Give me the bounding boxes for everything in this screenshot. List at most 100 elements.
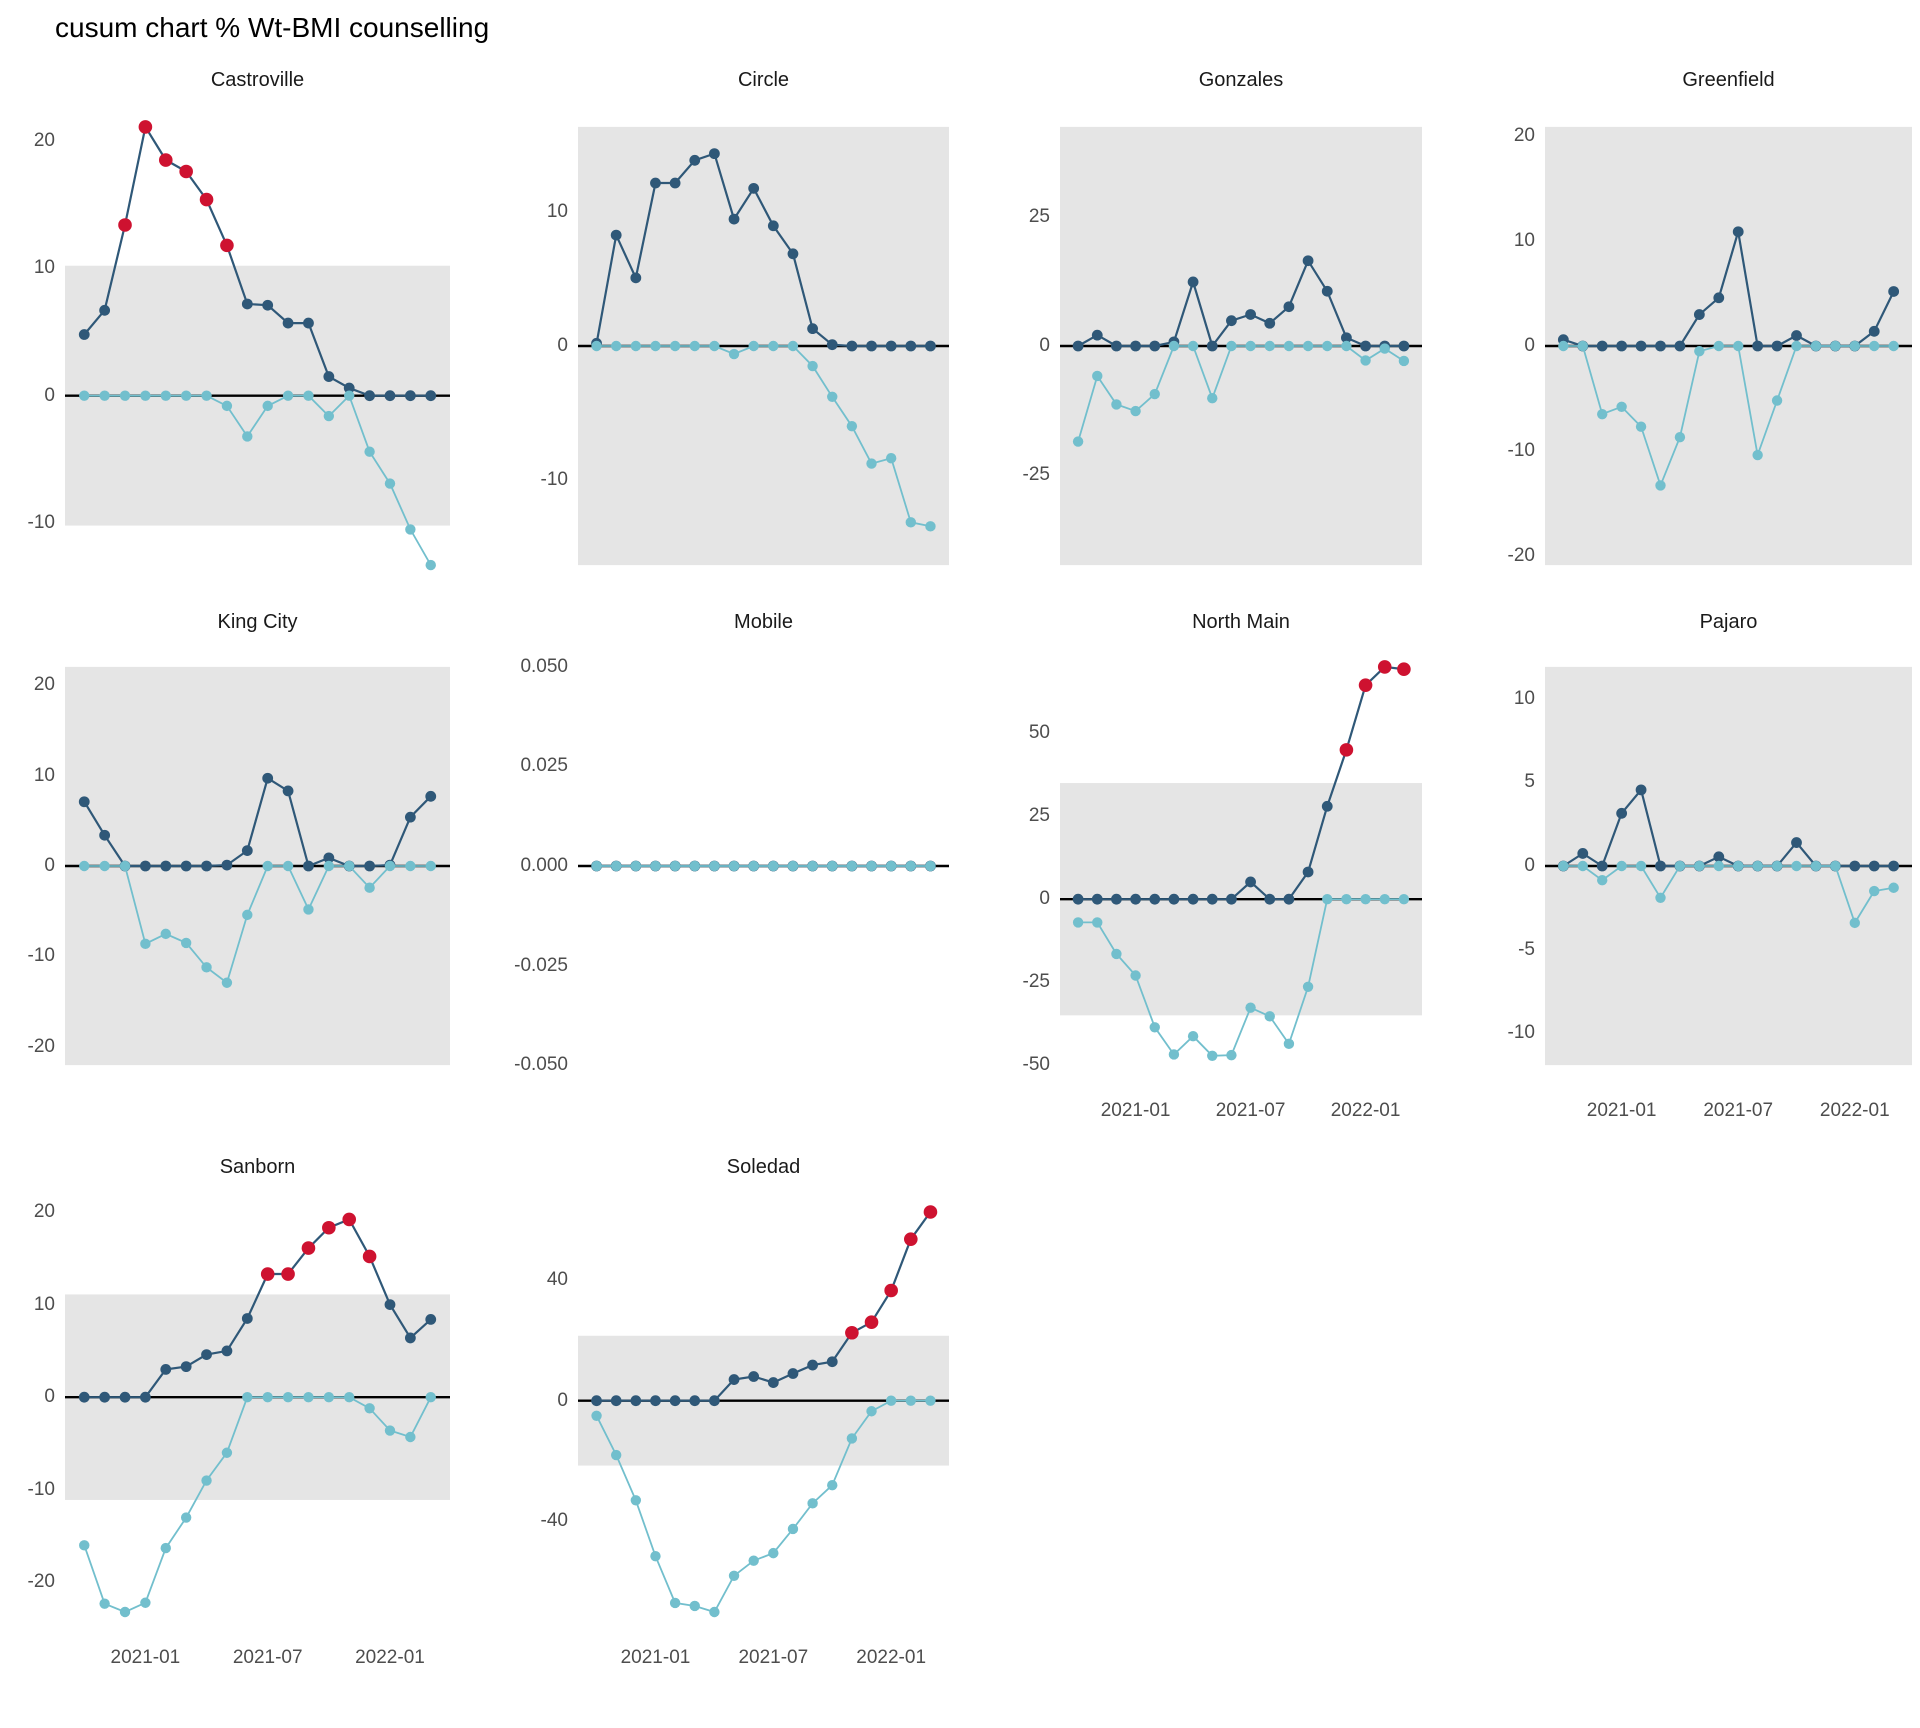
signal-point: [322, 1220, 336, 1235]
y-tick-label: -10: [1507, 439, 1535, 461]
lower-data-point: [425, 559, 436, 571]
facet-title: Greenfield: [1682, 69, 1775, 91]
lower-data-point: [1302, 981, 1314, 992]
y-tick-label: 0: [44, 855, 55, 876]
upper-data-point: [201, 860, 212, 872]
y-tick-label: 0: [1039, 888, 1050, 910]
upper-data-point: [221, 859, 233, 871]
lower-data-point: [1072, 917, 1084, 928]
x-tick-label: 2021-01: [1100, 1100, 1171, 1121]
upper-data-point: [1264, 317, 1276, 329]
lower-data-point: [180, 1512, 192, 1523]
signal-point: [923, 1205, 938, 1219]
y-tick-label: 0: [44, 1386, 55, 1408]
lower-data-point: [905, 1395, 917, 1406]
lower-data-point: [1791, 340, 1802, 352]
lower-data-point: [405, 860, 416, 872]
lower-data-point: [1111, 948, 1122, 960]
lower-data-point: [405, 1431, 416, 1443]
upper-data-point: [1655, 860, 1666, 872]
y-tick-label: 10: [546, 201, 568, 223]
lower-data-point: [323, 860, 335, 872]
lower-data-point: [1694, 860, 1705, 872]
upper-data-point: [180, 1361, 192, 1373]
x-tick-label: 2022-01: [1330, 1100, 1401, 1121]
y-tick-label: 0.050: [520, 655, 568, 677]
lower-data-point: [364, 882, 375, 893]
facet-title: Soledad: [726, 1156, 801, 1178]
lower-data-point: [1072, 436, 1084, 447]
lower-data-point: [630, 860, 642, 872]
upper-data-point: [78, 329, 90, 340]
lower-data-point: [1130, 970, 1141, 981]
upper-data-point: [404, 1332, 416, 1344]
lower-data-point: [925, 521, 936, 532]
signal-point: [864, 1315, 879, 1329]
signal-point: [845, 1325, 859, 1340]
lower-data-point: [1207, 1050, 1218, 1061]
plot-area: [65, 1212, 450, 1618]
lower-data-point: [1752, 860, 1763, 872]
lower-data-point: [425, 860, 436, 872]
upper-data-point: [404, 811, 416, 823]
lower-data-point: [807, 860, 818, 872]
upper-data-point: [1635, 340, 1647, 352]
signal-point: [281, 1267, 295, 1281]
lower-data-point: [201, 1475, 212, 1486]
y-tick-label: 10: [33, 1293, 55, 1315]
upper-data-point: [1245, 876, 1256, 888]
lower-data-point: [1322, 893, 1333, 905]
lower-data-point: [689, 1600, 700, 1612]
facet-title: North Main: [1192, 611, 1290, 633]
y-tick-label: 0: [1524, 855, 1535, 876]
signal-point: [260, 1267, 275, 1281]
upper-data-point: [905, 340, 917, 352]
lower-data-point: [242, 909, 253, 921]
upper-data-point: [241, 845, 253, 857]
lower-data-point: [140, 390, 151, 401]
upper-data-point: [1771, 340, 1783, 352]
upper-data-point: [767, 220, 779, 232]
plot-area: [1060, 660, 1422, 1061]
lower-data-point: [1849, 340, 1860, 352]
lower-data-point: [787, 340, 799, 352]
upper-data-point: [1341, 332, 1352, 344]
plot-area: [65, 666, 450, 1066]
lower-data-point: [591, 1410, 602, 1421]
lower-data-point: [1226, 1049, 1237, 1061]
lower-data-point: [201, 390, 212, 401]
lower-data-point: [160, 1542, 171, 1554]
lower-data-point: [925, 860, 936, 872]
lower-data-point: [1810, 340, 1822, 352]
y-tick-label: 10: [1513, 230, 1535, 252]
y-tick-label: 25: [1028, 805, 1050, 827]
upper-data-point: [1206, 893, 1218, 905]
upper-data-point: [807, 323, 819, 335]
signal-point: [138, 120, 153, 134]
page-title: cusum chart % Wt-BMI counselling: [55, 12, 490, 43]
lower-data-point: [1360, 893, 1371, 905]
upper-data-point: [364, 860, 376, 872]
upper-data-point: [1091, 329, 1103, 341]
lower-data-point: [344, 390, 355, 401]
y-tick-label: -10: [27, 945, 55, 967]
lower-data-point: [866, 860, 877, 872]
signal-point: [301, 1241, 316, 1255]
lower-data-point: [1869, 340, 1880, 352]
upper-data-point: [767, 1377, 779, 1388]
lower-data-point: [1558, 860, 1569, 872]
lower-data-point: [925, 1395, 936, 1406]
upper-data-point: [610, 229, 622, 241]
lower-data-point: [1830, 860, 1841, 872]
lower-data-point: [1092, 917, 1103, 928]
y-tick-label: -25: [1022, 971, 1050, 993]
lower-data-point: [384, 478, 396, 489]
lower-data-point: [630, 340, 642, 352]
lower-data-point: [787, 860, 799, 872]
y-tick-label: -50: [1022, 1054, 1050, 1076]
facet-title: Pajaro: [1699, 611, 1758, 633]
y-tick-label: -20: [27, 1035, 55, 1057]
lower-data-point: [1379, 343, 1390, 354]
x-tick-label: 2021-01: [110, 1647, 181, 1668]
plot-area: [1060, 126, 1422, 566]
